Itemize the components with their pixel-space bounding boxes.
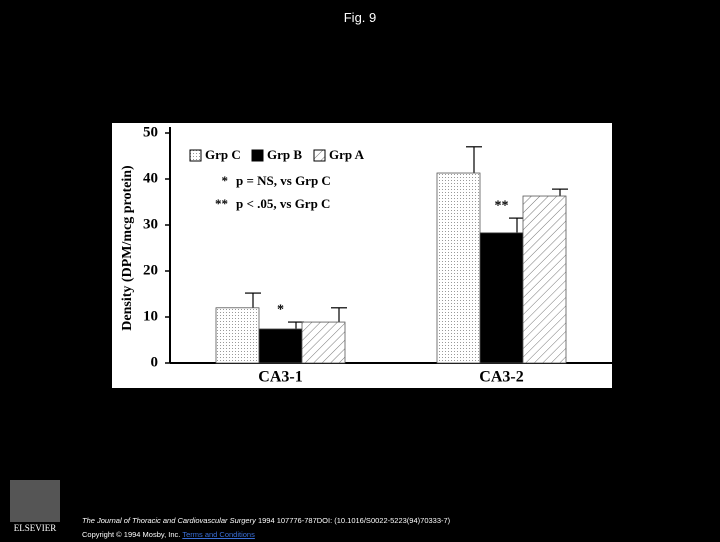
bar bbox=[479, 232, 524, 364]
chart: Density (DPM/mcg protein) 0 10 20 30 40 50 CA3… bbox=[112, 123, 612, 388]
citation-line: The Journal of Thoracic and Cardiovascul… bbox=[82, 514, 450, 528]
y-tick-label: 30 bbox=[143, 216, 158, 232]
annotation: * bbox=[277, 302, 284, 317]
bar bbox=[301, 321, 346, 364]
note-mark: * bbox=[222, 173, 229, 188]
legend-swatch bbox=[251, 149, 264, 162]
journal: The Journal of Thoracic and Cardiovascul… bbox=[82, 516, 256, 525]
x-tick-label: CA3-1 bbox=[258, 369, 302, 386]
slide-title: Fig. 9 bbox=[343, 10, 377, 25]
legend-swatch bbox=[189, 149, 202, 162]
y-axis-label: Density (DPM/mcg protein) bbox=[120, 165, 135, 331]
logo-text: ELSEVIER bbox=[14, 523, 57, 533]
y-tick-label: 0 bbox=[151, 354, 159, 370]
note-text: p < .05, vs Grp C bbox=[236, 196, 330, 211]
legend-label: Grp C bbox=[205, 147, 241, 162]
logo-tree bbox=[10, 480, 60, 522]
bar bbox=[215, 307, 260, 364]
bar bbox=[522, 195, 567, 364]
legend-label: Grp B bbox=[267, 147, 302, 162]
x-tick-label: CA3-2 bbox=[479, 369, 523, 386]
footer: The Journal of Thoracic and Cardiovascul… bbox=[82, 514, 450, 542]
legend-swatch bbox=[313, 149, 326, 162]
logo: ELSEVIER bbox=[10, 480, 60, 533]
note-mark: ** bbox=[215, 196, 228, 211]
terms-link[interactable]: Terms and Conditions bbox=[182, 530, 255, 539]
note-text: p = NS, vs Grp C bbox=[236, 173, 331, 188]
legend-label: Grp A bbox=[329, 147, 365, 162]
y-tick-label: 40 bbox=[143, 170, 158, 186]
bar bbox=[258, 328, 303, 364]
copyright-line: Copyright © 1994 Mosby, Inc. Terms and C… bbox=[82, 528, 450, 542]
citation: 1994 107776-787DOI: (10.1016/S0022-5223(… bbox=[257, 516, 451, 525]
y-tick-label: 20 bbox=[143, 262, 158, 278]
annotation: ** bbox=[495, 198, 509, 213]
bar bbox=[436, 172, 481, 364]
copyright: Copyright © 1994 Mosby, Inc. bbox=[82, 530, 181, 539]
y-tick-label: 50 bbox=[143, 124, 158, 140]
y-tick-label: 10 bbox=[143, 308, 158, 324]
